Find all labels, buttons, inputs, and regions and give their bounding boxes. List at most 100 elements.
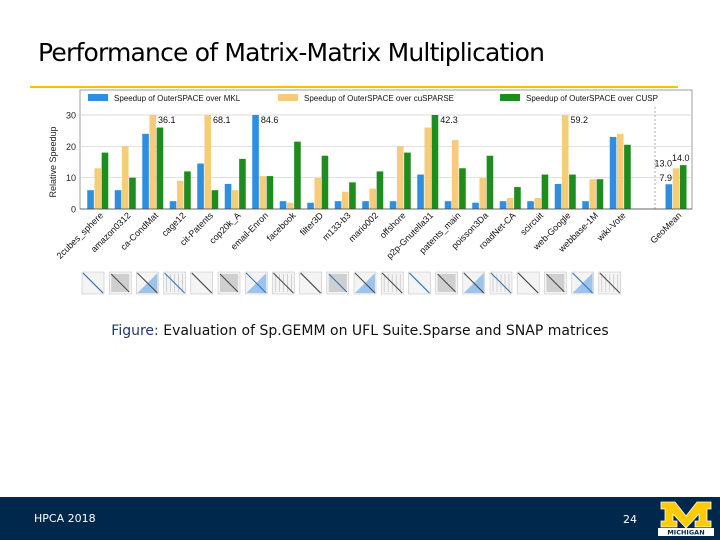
bar-facebook-s0 — [280, 201, 287, 209]
legend-swatch — [278, 94, 298, 101]
x-tick-label: 2cubes_sphere — [55, 210, 106, 261]
bar-value-label: 68.1 — [213, 115, 231, 125]
bar-value-label: 59.2 — [571, 115, 589, 125]
matrix-thumbnail — [300, 272, 322, 294]
bar-value-label: 84.6 — [261, 115, 279, 125]
bar-offshore-s1 — [397, 146, 404, 209]
matrix-thumbnail — [544, 272, 566, 294]
bar-value-label: 7.9 — [659, 173, 672, 183]
bar-wiki-Vote-s0 — [610, 137, 617, 209]
bar-value-label: 14.0 — [672, 153, 690, 163]
bar-amazon0312-s0 — [115, 190, 122, 209]
michigan-logo: MICHIGAN — [655, 500, 717, 538]
bar-cage12-s0 — [170, 201, 177, 209]
matrix-thumbnail — [408, 272, 430, 294]
x-tick-label: wiki-Vote — [594, 210, 627, 243]
bar-webbase-1M-s2 — [597, 179, 604, 209]
legend-label: Speedup of OuterSPACE over CUSP — [526, 94, 658, 103]
bar-m133-b3-s0 — [335, 201, 342, 209]
legend-label: Speedup of OuterSPACE over MKL — [114, 94, 241, 103]
bar-webbase-1M-s0 — [582, 201, 589, 209]
bar-p2p-Gnutella31-s2 — [432, 115, 439, 209]
x-tick-label: mario002 — [347, 210, 381, 244]
bar-value-label: 13.0 — [654, 158, 672, 168]
bar-cop20k_A-s1 — [232, 190, 239, 209]
bar-m133-b3-s1 — [342, 192, 349, 209]
matrix-thumbnail — [218, 272, 240, 294]
legend-swatch — [88, 94, 108, 101]
matrix-thumbnail — [381, 272, 403, 294]
bar-web-Google-s0 — [555, 184, 562, 209]
bar-ca-CondMat-s1 — [149, 115, 156, 209]
bar-offshore-s0 — [390, 201, 397, 209]
matrix-thumbnail — [572, 272, 594, 294]
bar-cage12-s1 — [177, 181, 184, 209]
bar-patents_main-s1 — [452, 140, 459, 209]
bar-wiki-Vote-s1 — [617, 134, 624, 209]
bar-cit-Patents-s0 — [197, 164, 204, 209]
conference-label: HPCA 2018 — [34, 512, 96, 525]
bar-roadNet-CA-s2 — [514, 187, 521, 209]
bar-poisson3Da-s1 — [479, 178, 486, 209]
bar-2cubes_sphere-s1 — [94, 168, 101, 209]
bar-email-Enron-s0 — [252, 115, 259, 209]
bar-value-label: 42.3 — [440, 115, 458, 125]
bar-filter3D-s1 — [314, 178, 321, 209]
caption-prefix: Figure: — [111, 323, 158, 339]
y-axis-label: Relative Speedup — [48, 126, 58, 197]
bar-patents_main-s0 — [445, 201, 452, 209]
footer-bar: HPCA 2018 24 — [0, 497, 720, 540]
matrix-thumbnail — [245, 272, 267, 294]
matrix-thumbnail — [517, 272, 539, 294]
bar-GeoMean-s1 — [673, 168, 680, 209]
matrix-thumbnail — [490, 272, 512, 294]
matrix-thumbnail — [109, 272, 131, 294]
page-number: 24 — [623, 513, 637, 526]
slide-title: Performance of Matrix-Matrix Multiplicat… — [38, 38, 544, 67]
y-tick-label: 0 — [71, 205, 76, 215]
bar-webbase-1M-s1 — [589, 179, 596, 209]
matrix-thumbnail — [327, 272, 349, 294]
bar-scircuit-s0 — [527, 201, 534, 209]
matrix-thumbnail — [191, 272, 213, 294]
y-tick-label: 20 — [66, 142, 76, 152]
bar-cage12-s2 — [184, 171, 191, 209]
bar-roadNet-CA-s0 — [500, 201, 507, 209]
bar-p2p-Gnutella31-s1 — [424, 128, 431, 209]
matrix-thumbnail — [136, 272, 158, 294]
bar-facebook-s2 — [294, 142, 301, 209]
bar-GeoMean-s0 — [666, 184, 673, 209]
matrix-thumbnail — [272, 272, 294, 294]
bar-poisson3Da-s2 — [487, 156, 494, 209]
y-tick-label: 30 — [66, 111, 76, 121]
bar-mario002-s0 — [362, 201, 369, 209]
bar-filter3D-s0 — [307, 203, 314, 209]
bar-m133-b3-s2 — [349, 182, 356, 209]
caption-text: Evaluation of Sp.GEMM on UFL Suite.Spars… — [163, 323, 608, 339]
bar-facebook-s1 — [287, 203, 294, 209]
matrix-thumbnail — [436, 272, 458, 294]
bar-wiki-Vote-s2 — [624, 145, 631, 209]
x-tick-label: facebook — [265, 210, 298, 243]
y-tick-label: 10 — [66, 173, 76, 183]
speedup-bar-chart: 0 10 20 30 Relative Speedup Speedup of OuterS… — [30, 88, 698, 313]
matrix-thumbnail — [354, 272, 376, 294]
bar-2cubes_sphere-s0 — [87, 190, 94, 209]
x-tick-label: GeoMean — [648, 210, 683, 245]
legend-swatch — [500, 94, 520, 101]
bar-cit-Patents-s1 — [204, 115, 211, 209]
matrix-thumbnail — [463, 272, 485, 294]
bar-mario002-s2 — [377, 171, 384, 209]
matrix-thumbnail — [599, 272, 621, 294]
bar-patents_main-s2 — [459, 168, 466, 209]
bar-ca-CondMat-s2 — [157, 128, 164, 209]
bar-ca-CondMat-s0 — [142, 134, 149, 209]
bar-GeoMean-s2 — [680, 165, 687, 209]
bar-cop20k_A-s0 — [225, 184, 232, 209]
matrix-thumbnail — [82, 272, 104, 294]
bar-roadNet-CA-s1 — [507, 198, 514, 209]
bar-email-Enron-s2 — [267, 176, 274, 209]
matrix-thumbnail — [164, 272, 186, 294]
bar-scircuit-s2 — [542, 175, 549, 209]
bar-cop20k_A-s2 — [239, 159, 246, 209]
